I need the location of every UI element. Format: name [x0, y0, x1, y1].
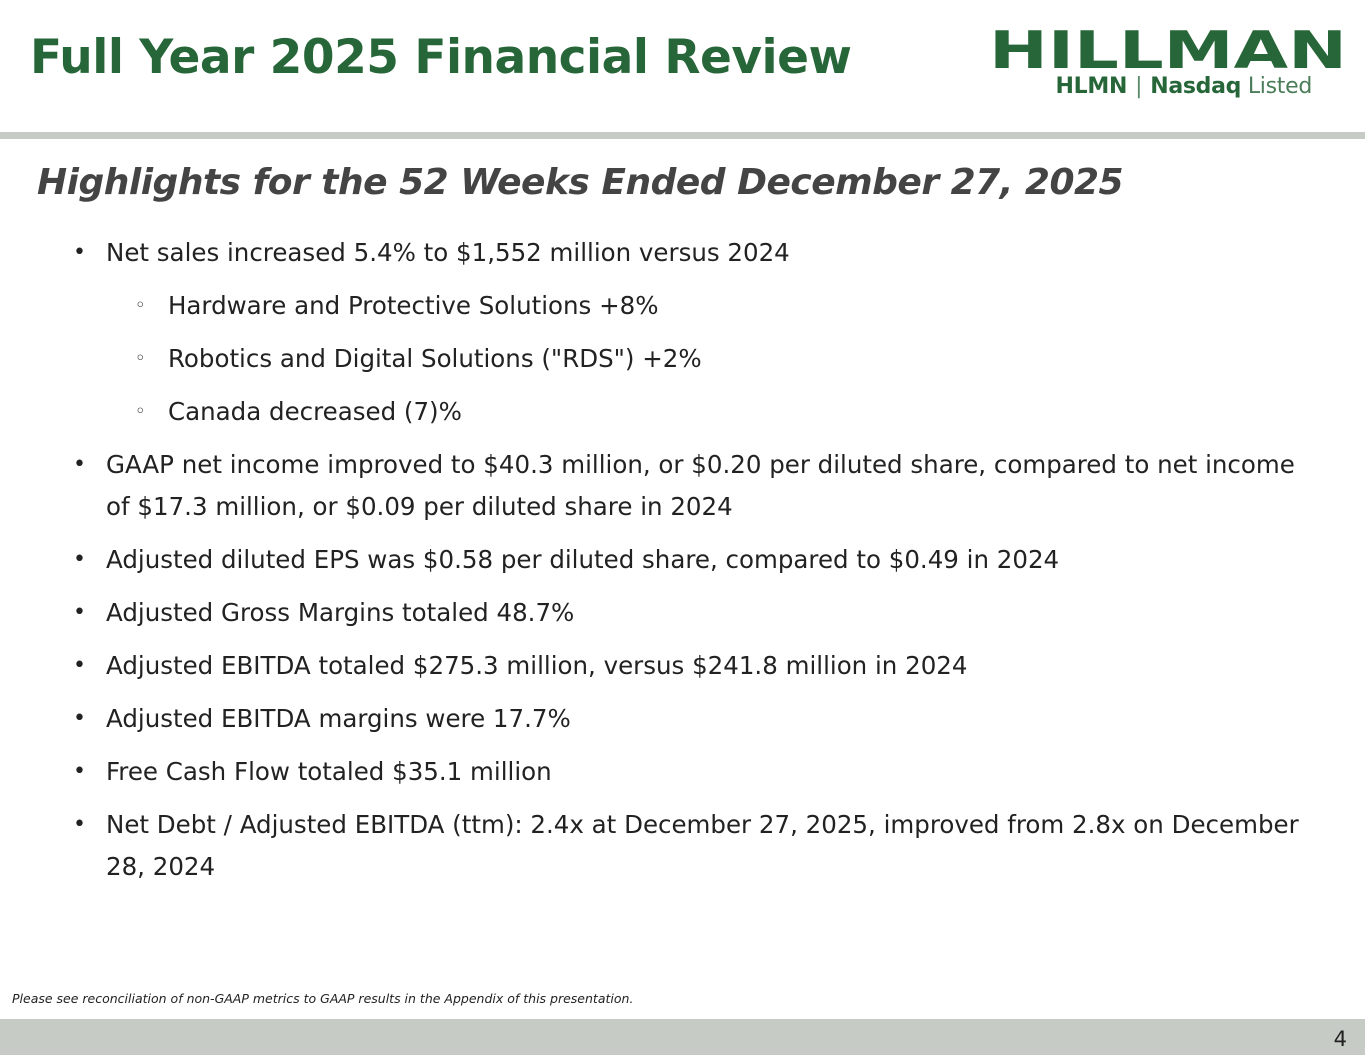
logo-separator: | [1135, 74, 1143, 99]
sub-bullet-item: Canada decreased (7)% [0, 391, 1365, 433]
logo-ticker: HLMN [1055, 74, 1128, 99]
hillman-logo: HILLMAN HLMN | Nasdaq Listed [986, 24, 1350, 108]
logo-wordmark-text: HILLMAN [989, 24, 1347, 74]
bullet-item: GAAP net income improved to $40.3 millio… [0, 444, 1365, 528]
logo-listed: Listed [1247, 74, 1312, 99]
page-number: 4 [1333, 1027, 1347, 1051]
slide-header: Full Year 2025 Financial Review HILLMAN … [0, 0, 1365, 132]
footer-bar: 4 [0, 1019, 1365, 1055]
bullet-item: Adjusted Gross Margins totaled 48.7% [0, 592, 1365, 634]
bullet-item: Adjusted EBITDA margins were 17.7% [0, 698, 1365, 740]
bullet-item: Adjusted diluted EPS was $0.58 per dilut… [0, 539, 1365, 581]
bullet-item: Free Cash Flow totaled $35.1 million [0, 751, 1365, 793]
header-divider [0, 132, 1365, 139]
sub-bullet-item: Hardware and Protective Solutions +8% [0, 285, 1365, 327]
logo-exchange: Nasdaq [1150, 74, 1242, 99]
footnote: Please see reconciliation of non-GAAP me… [12, 991, 634, 1006]
bullet-item: Net sales increased 5.4% to $1,552 milli… [0, 232, 1365, 274]
bullet-item: Adjusted EBITDA totaled $275.3 million, … [0, 645, 1365, 687]
hillman-wordmark-logo: HILLMAN [989, 24, 1347, 74]
slide-title: Full Year 2025 Financial Review [30, 30, 852, 85]
sub-bullet-item: Robotics and Digital Solutions ("RDS") +… [0, 338, 1365, 380]
section-subtitle: Highlights for the 52 Weeks Ended Decemb… [37, 162, 1124, 203]
logo-ticker-line: HLMN | Nasdaq Listed [1055, 74, 1313, 99]
highlights-list: Net sales increased 5.4% to $1,552 milli… [0, 232, 1365, 899]
bullet-item: Net Debt / Adjusted EBITDA (ttm): 2.4x a… [0, 804, 1365, 888]
